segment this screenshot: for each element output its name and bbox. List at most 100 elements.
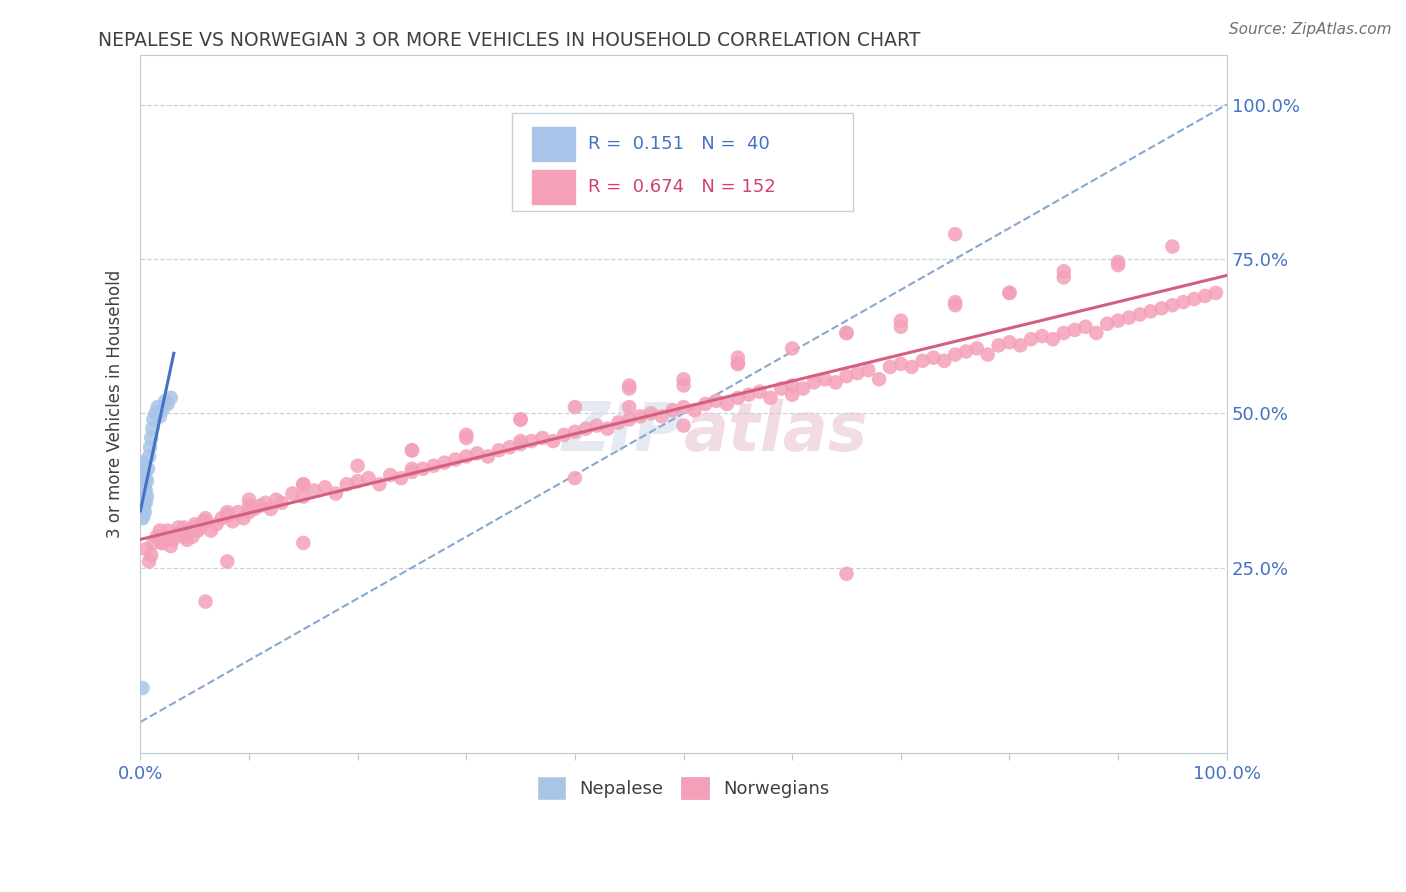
Point xyxy=(135,542,157,557)
Point xyxy=(1097,317,1119,331)
Point xyxy=(254,496,277,510)
Point xyxy=(211,511,233,525)
Point xyxy=(456,450,478,464)
Point xyxy=(217,508,239,523)
Point xyxy=(488,443,510,458)
Point xyxy=(135,490,157,504)
Point xyxy=(422,458,444,473)
Point xyxy=(238,505,260,519)
Point xyxy=(131,474,153,488)
Point xyxy=(142,412,165,426)
Point xyxy=(132,499,155,513)
Point xyxy=(132,480,155,494)
Point xyxy=(868,372,890,386)
Point xyxy=(619,382,641,396)
Point xyxy=(456,428,478,442)
Point xyxy=(1063,323,1085,337)
Point xyxy=(846,366,869,380)
Point xyxy=(1053,270,1076,285)
Point xyxy=(672,372,695,386)
Point xyxy=(217,554,239,568)
Point xyxy=(412,462,434,476)
Point xyxy=(695,397,717,411)
Point xyxy=(890,313,912,327)
Point xyxy=(357,471,380,485)
Point xyxy=(135,471,157,485)
Point xyxy=(131,477,153,491)
Point xyxy=(232,511,254,525)
Point xyxy=(770,382,793,396)
Point xyxy=(346,458,368,473)
Point xyxy=(1194,289,1216,303)
Point xyxy=(167,520,190,534)
Point xyxy=(477,450,499,464)
Point xyxy=(238,499,260,513)
Point xyxy=(509,412,531,426)
Point xyxy=(141,431,163,445)
Point xyxy=(336,477,359,491)
Point xyxy=(727,357,749,371)
Point xyxy=(879,359,901,374)
Point xyxy=(444,452,467,467)
Point xyxy=(628,409,651,424)
Text: Source: ZipAtlas.com: Source: ZipAtlas.com xyxy=(1229,22,1392,37)
Point xyxy=(1031,329,1053,343)
Point xyxy=(205,517,228,532)
Point xyxy=(249,499,271,513)
Point xyxy=(194,514,217,528)
Point xyxy=(135,496,157,510)
Point xyxy=(134,480,156,494)
Point xyxy=(824,376,846,390)
Point xyxy=(181,530,204,544)
Point xyxy=(173,530,195,544)
Point xyxy=(134,468,156,483)
Point xyxy=(531,431,554,445)
Point xyxy=(1161,298,1184,312)
Text: atlas: atlas xyxy=(683,399,868,465)
Point xyxy=(183,520,205,534)
Point xyxy=(135,483,157,498)
Point xyxy=(998,285,1021,300)
Point xyxy=(499,440,522,454)
Point xyxy=(141,548,163,562)
Point xyxy=(142,536,165,550)
Point xyxy=(132,471,155,485)
Point xyxy=(509,434,531,448)
Point xyxy=(890,357,912,371)
Point xyxy=(176,533,198,547)
Point xyxy=(135,474,157,488)
Text: R =  0.151   N =  40: R = 0.151 N = 40 xyxy=(588,135,769,153)
Point xyxy=(564,471,586,485)
Point xyxy=(314,480,336,494)
Point xyxy=(380,468,402,483)
Point xyxy=(270,496,292,510)
Point xyxy=(541,434,564,448)
Point xyxy=(727,351,749,365)
Point xyxy=(149,409,172,424)
Point xyxy=(131,511,153,525)
Point xyxy=(1161,239,1184,253)
Point xyxy=(1173,295,1195,310)
Point xyxy=(509,437,531,451)
Point xyxy=(977,348,1000,362)
Point xyxy=(179,524,201,538)
Point xyxy=(672,418,695,433)
Point xyxy=(998,285,1021,300)
Y-axis label: 3 or more Vehicles in Household: 3 or more Vehicles in Household xyxy=(107,270,124,538)
Point xyxy=(138,554,160,568)
Point xyxy=(131,483,153,498)
Point xyxy=(243,502,266,516)
Point xyxy=(131,486,153,500)
Point xyxy=(132,490,155,504)
Point xyxy=(1129,308,1152,322)
Point xyxy=(131,492,153,507)
Point xyxy=(131,505,153,519)
Point xyxy=(1053,326,1076,340)
Point xyxy=(156,524,179,538)
Point xyxy=(564,400,586,414)
Point xyxy=(131,681,153,695)
Point xyxy=(1053,264,1076,278)
Point xyxy=(139,440,162,454)
Point xyxy=(346,474,368,488)
Point xyxy=(165,526,187,541)
